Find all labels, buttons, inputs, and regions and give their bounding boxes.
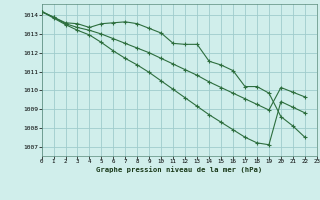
- X-axis label: Graphe pression niveau de la mer (hPa): Graphe pression niveau de la mer (hPa): [96, 167, 262, 173]
